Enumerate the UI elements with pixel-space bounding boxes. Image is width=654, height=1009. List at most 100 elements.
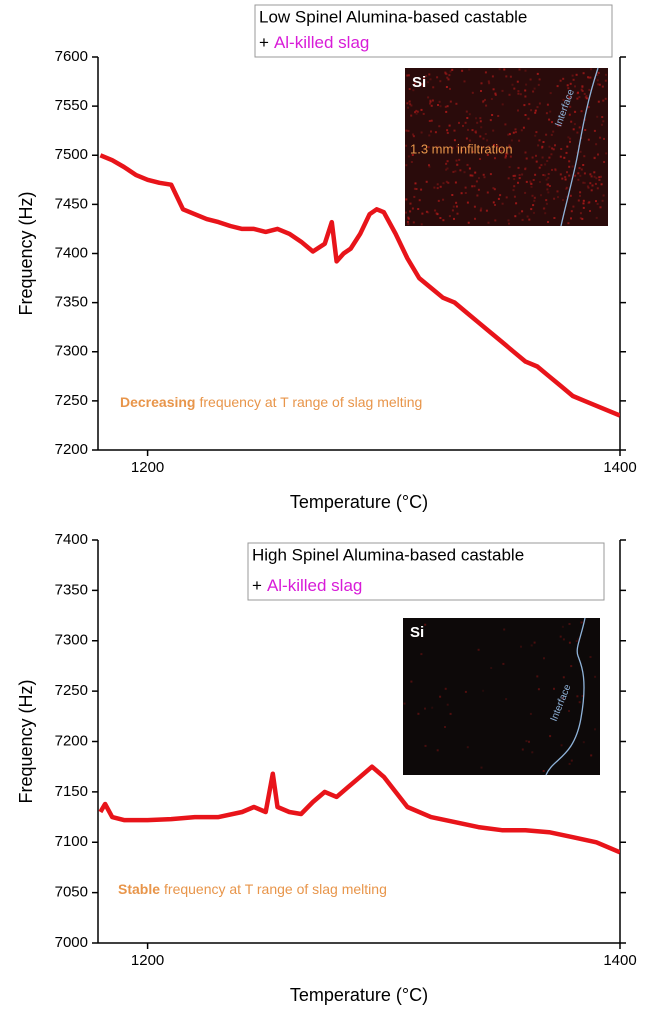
inset-speckle: [601, 183, 603, 185]
inset-speckle: [452, 209, 454, 211]
inset-speckle: [465, 192, 467, 194]
inset-speckle: [524, 90, 526, 92]
inset-speckle: [534, 88, 536, 90]
inset-speckle: [443, 182, 445, 184]
inset-speckle: [546, 203, 548, 205]
inset-speckle: [550, 153, 552, 155]
figure: 7200725073007350740074507500755076001200…: [0, 0, 654, 1009]
inset-speckle: [430, 78, 432, 80]
inset-speckle: [497, 115, 499, 117]
inset-speckle: [576, 640, 578, 642]
inset-speckle: [583, 72, 585, 74]
inset-speckle: [565, 179, 567, 181]
inset-speckle: [405, 164, 407, 166]
inset-speckle: [440, 186, 442, 188]
annotation: Decreasingfrequency at T range of slag m…: [120, 394, 422, 410]
inset-speckle: [569, 114, 571, 116]
inset-speckle: [583, 200, 585, 202]
inset-speckle: [552, 131, 554, 133]
inset-speckle: [582, 164, 584, 166]
inset-speckle: [474, 218, 476, 220]
inset-speckle: [536, 161, 538, 163]
inset-speckle: [407, 223, 409, 225]
inset-speckle: [547, 184, 549, 186]
inset-speckle: [533, 200, 535, 202]
inset-speckle: [446, 73, 448, 75]
inset-speckle: [570, 83, 572, 85]
inset-speckle: [517, 93, 519, 95]
inset-speckle: [498, 198, 500, 200]
inset-speckle: [525, 152, 527, 154]
inset-speckle: [602, 86, 604, 88]
inset-speckle: [465, 122, 467, 124]
annotation-text: frequency at T range of slag melting: [164, 881, 387, 897]
inset-speckle: [485, 105, 487, 107]
inset-speckle: [553, 198, 555, 200]
inset-speckle: [455, 202, 457, 204]
inset-speckle: [543, 141, 545, 143]
y-tick-label: 7300: [55, 343, 88, 360]
inset-speckle: [407, 107, 409, 109]
inset-speckle: [587, 76, 589, 78]
inset-speckle: [428, 134, 430, 136]
inset-speckle: [547, 104, 549, 106]
inset-speckle: [515, 131, 517, 133]
inset-speckle: [567, 136, 569, 138]
inset-speckle: [405, 145, 407, 147]
inset-speckle: [445, 688, 447, 690]
inset-speckle: [479, 158, 481, 160]
inset-speckle: [414, 188, 416, 190]
inset-speckle: [480, 126, 482, 128]
inset-speckle: [534, 135, 536, 137]
inset-speckle: [488, 80, 490, 82]
inset-speckle: [468, 69, 470, 71]
inset-speckle: [560, 636, 562, 638]
inset-speckle: [602, 120, 604, 122]
inset-speckle: [543, 770, 545, 772]
inset-speckle: [449, 125, 451, 127]
box-plus: +: [252, 576, 262, 595]
inset-speckle: [502, 203, 504, 205]
inset-speckle: [535, 155, 537, 157]
inset-speckle: [467, 202, 469, 204]
inset-speckle: [572, 166, 574, 168]
inset-speckle: [456, 160, 458, 162]
inset-speckle: [605, 80, 607, 82]
inset-speckle: [517, 90, 519, 92]
inset-speckle: [472, 92, 474, 94]
inset-speckle: [562, 199, 564, 201]
inset-speckle: [485, 71, 487, 73]
inset-speckle: [581, 169, 583, 171]
inset-speckle: [506, 196, 508, 198]
inset-speckle: [533, 179, 535, 181]
inset-speckle: [569, 141, 571, 143]
inset-speckle: [480, 120, 482, 122]
inset-speckle: [429, 103, 431, 105]
inset-speckle: [466, 138, 468, 140]
y-tick-label: 7200: [55, 441, 88, 458]
y-tick-label: 7500: [55, 146, 88, 163]
inset-speckle: [420, 189, 422, 191]
inset-speckle: [551, 134, 553, 136]
inset-speckle: [530, 713, 532, 715]
inset-speckle: [488, 222, 490, 224]
inset-speckle: [523, 127, 525, 129]
inset-speckle: [597, 79, 599, 81]
inset-speckle: [530, 79, 532, 81]
inset-speckle: [486, 210, 488, 212]
inset-speckle: [549, 146, 551, 148]
inset-speckle: [540, 164, 542, 166]
inset-element-label: Si: [410, 624, 424, 641]
inset-speckle: [466, 117, 468, 119]
inset-speckle: [454, 130, 456, 132]
inset-speckle: [549, 735, 551, 737]
inset-speckle: [579, 175, 581, 177]
y-tick-label: 7100: [55, 833, 88, 850]
inset-speckle: [456, 206, 458, 208]
inset-speckle: [545, 134, 547, 136]
inset-speckle: [580, 151, 582, 153]
inset-speckle: [469, 113, 471, 115]
inset-speckle: [566, 152, 568, 154]
inset-speckle: [450, 71, 452, 73]
